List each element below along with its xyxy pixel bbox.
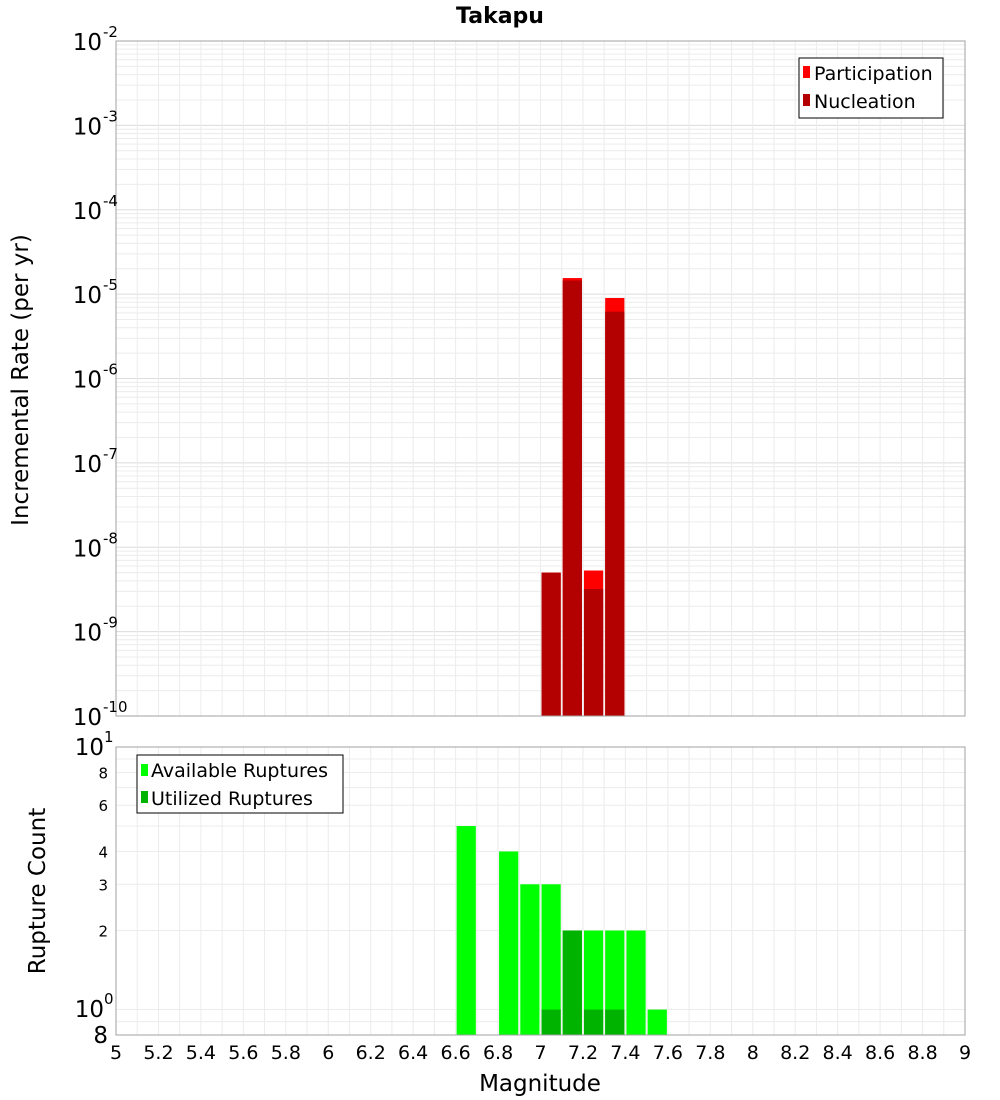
count-y-ticks: 10 1 10 0 8 8 6 4 3 2 [75,728,114,1049]
count-legend: Available Ruptures Utilized Ruptures [136,754,344,814]
count-ytick: 2 [98,923,108,941]
legend-nucleation: Nucleation [814,91,916,113]
rate-plot-bars [541,278,625,716]
rate-ytick-exponent: -2 [103,23,118,41]
rate-ytick-mantissa: 10 [73,536,102,562]
rate-plot-grid [115,41,966,717]
available-swatch [141,764,148,776]
legend-available: Available Ruptures [151,760,328,782]
rate-ytick-exponent: -8 [103,529,118,547]
rate-legend: Participation Nucleation [798,57,944,119]
utilized-swatch [141,791,148,803]
rate-ytick-mantissa: 10 [73,621,102,647]
x-axis-label: Magnitude [479,1071,601,1097]
magnitude-xtick: 7.4 [610,1042,640,1064]
rate-y-ticks: 10-210-310-410-510-610-710-810-910-10 [73,23,128,731]
utilized-bar [605,1009,625,1035]
count-ytick: 6 [98,797,108,815]
magnitude-xtick: 5 [110,1042,122,1064]
magnitude-xtick: 6.8 [483,1042,513,1064]
legend-utilized: Utilized Ruptures [151,788,313,810]
nucleation-bar [541,572,561,716]
magnitude-xtick: 5.2 [143,1042,173,1064]
nucleation-swatch [803,94,810,106]
magnitude-xtick: 9 [959,1042,971,1064]
available-bar [647,1009,667,1035]
rate-ytick-mantissa: 10 [73,114,102,140]
nucleation-bar [605,311,625,716]
rate-ytick-mantissa: 10 [73,368,102,394]
magnitude-xtick: 5.4 [186,1042,216,1064]
count-legend-box [136,754,344,814]
available-bar [520,884,540,1035]
count-ytick-10-exp: 1 [104,728,114,746]
participation-swatch [803,66,810,78]
count-ytick: 8 [98,764,108,782]
magnitude-xtick: 8.6 [865,1042,895,1064]
magnitude-xtick: 6.2 [356,1042,386,1064]
count-ytick-08: 8 [93,1023,108,1049]
magnitude-xtick: 5.6 [228,1042,258,1064]
rate-ytick-exponent: -6 [103,361,118,379]
magnitude-xtick: 6.4 [398,1042,428,1064]
rate-ytick-exponent: -7 [103,445,118,463]
legend-participation: Participation [814,63,933,85]
utilized-bar [541,1009,561,1035]
chart-title: Takapu [456,4,544,29]
count-plot-frame [115,746,966,1036]
available-bar [583,930,604,1035]
rate-ytick-exponent: -5 [103,276,118,294]
count-plot-bars [456,826,667,1035]
magnitude-xtick: 7 [534,1042,546,1064]
rate-ytick-exponent: -10 [103,698,128,716]
count-ytick-10: 10 [75,735,104,761]
magnitude-xtick: 8 [747,1042,759,1064]
available-bar [541,884,561,1035]
count-ytick-1-exp: 0 [104,990,114,1008]
available-bar [499,851,519,1035]
count-ytick: 4 [98,843,108,861]
rate-ytick-exponent: -4 [103,192,118,210]
available-bar [456,826,476,1035]
magnitude-xtick: 6 [322,1042,334,1064]
rate-ytick-exponent: -9 [103,614,118,632]
rate-legend-box [798,57,944,119]
magnitude-xtick: 7.8 [695,1042,725,1064]
magnitude-xtick: 7.2 [568,1042,598,1064]
rate-ytick-mantissa: 10 [73,199,102,225]
rate-ytick-mantissa: 10 [73,452,102,478]
utilized-bar [583,1009,604,1035]
magnitude-x-ticks: 5 5.2 5.4 5.6 5.8 6 6.2 6.4 6.6 6.8 7 7.2 7.4 7.6 7.8 8… [110,1042,971,1064]
magnitude-xtick: 7.6 [653,1042,683,1064]
magnitude-xtick: 6.6 [440,1042,470,1064]
rate-ytick-exponent: -3 [103,107,118,125]
count-ytick: 3 [98,876,108,894]
magnitude-xtick: 8.4 [823,1042,853,1064]
magnitude-xtick: 5.8 [271,1042,301,1064]
rate-plot-frame [115,40,966,717]
available-bar [605,930,625,1035]
rate-y-axis-label: Incremental Rate (per yr) [8,234,34,526]
utilized-bar [562,930,582,1035]
magnitude-xtick: 8.8 [907,1042,937,1064]
rate-ytick-mantissa: 10 [73,705,102,731]
rate-ytick-mantissa: 10 [73,283,102,309]
count-ytick-1: 10 [75,997,104,1023]
available-bar [626,930,646,1035]
count-y-axis-label: Rupture Count [25,808,51,974]
rate-ytick-mantissa: 10 [73,30,102,56]
nucleation-bar [583,589,604,716]
nucleation-bar [562,280,582,716]
magnitude-xtick: 8.2 [780,1042,810,1064]
